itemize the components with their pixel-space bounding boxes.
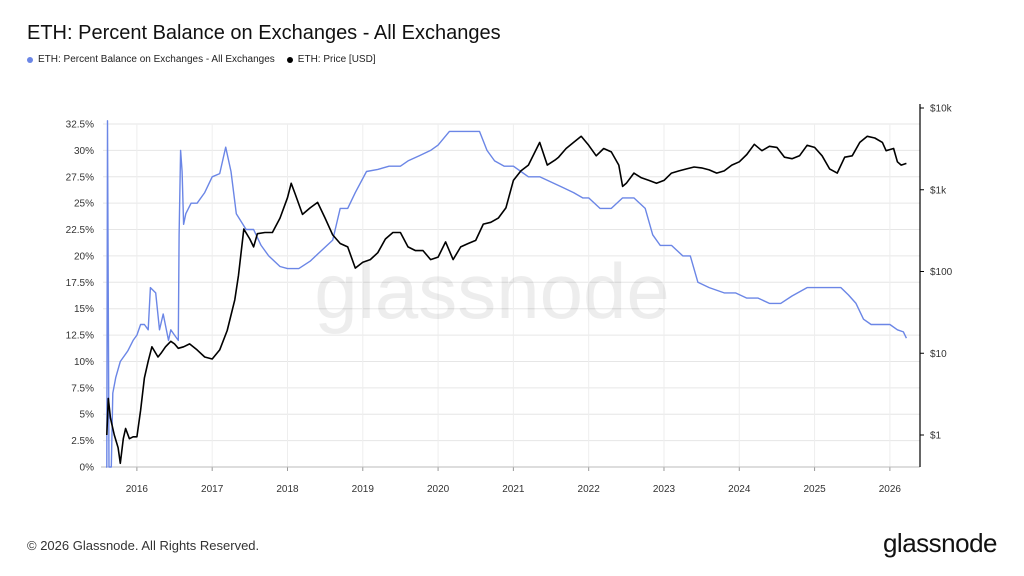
y-right-tick-label: $10k — [930, 104, 953, 115]
legend-item-price[interactable]: ETH: Price [USD] — [286, 54, 376, 65]
y-left-tick-label: 10% — [74, 357, 94, 368]
x-tick-label: 2026 — [879, 484, 902, 495]
chart-title: ETH: Percent Balance on Exchanges - All … — [27, 22, 501, 44]
legend-item-balance[interactable]: ETH: Percent Balance on Exchanges - All … — [27, 54, 275, 65]
y-left-tick-label: 25% — [74, 199, 94, 210]
x-tick-label: 2025 — [803, 484, 826, 495]
y-left-tick-label: 30% — [74, 146, 94, 157]
y-left-tick-label: 22.5% — [66, 225, 94, 236]
y-right-tick-label: $10 — [930, 349, 947, 360]
y-right-tick-label: $100 — [930, 267, 953, 278]
y-left-tick-label: 15% — [74, 304, 94, 315]
x-tick-label: 2017 — [201, 484, 224, 495]
series-line-balance — [106, 120, 908, 468]
y-left-tick-label: 20% — [74, 251, 94, 262]
watermark: glassnode — [314, 247, 670, 335]
x-tick-label: 2020 — [427, 484, 450, 495]
copyright-text: © 2026 Glassnode. All Rights Reserved. — [27, 538, 260, 553]
x-tick-label: 2019 — [352, 484, 375, 495]
glassnode-logo: glassnode — [882, 528, 998, 558]
y-right-tick-label: $1 — [930, 431, 942, 442]
y-left-tick-label: 32.5% — [66, 120, 94, 131]
series-line-price — [106, 135, 907, 465]
x-tick-label: 2018 — [276, 484, 299, 495]
y-left-tick-label: 17.5% — [66, 278, 94, 289]
legend: ETH: Percent Balance on Exchanges - All … — [27, 54, 388, 65]
y-left-tick-label: 0% — [80, 463, 95, 474]
y-left-tick-label: 27.5% — [66, 172, 94, 183]
y-left-tick-label: 2.5% — [71, 436, 94, 447]
x-tick-label: 2024 — [728, 484, 751, 495]
x-tick-label: 2016 — [126, 484, 149, 495]
legend-label-balance: ETH: Percent Balance on Exchanges - All … — [38, 54, 275, 65]
x-tick-label: 2022 — [578, 484, 601, 495]
y-left-tick-label: 7.5% — [71, 383, 94, 394]
x-tick-label: 2021 — [502, 484, 525, 495]
y-right-tick-label: $1k — [930, 185, 947, 196]
legend-label-price: ETH: Price [USD] — [297, 54, 376, 65]
legend-swatch-price — [286, 56, 293, 63]
y-left-tick-label: 5% — [80, 410, 95, 421]
legend-swatch-balance — [27, 56, 33, 63]
y-left-tick-label: 12.5% — [66, 331, 94, 342]
x-tick-label: 2023 — [653, 484, 676, 495]
